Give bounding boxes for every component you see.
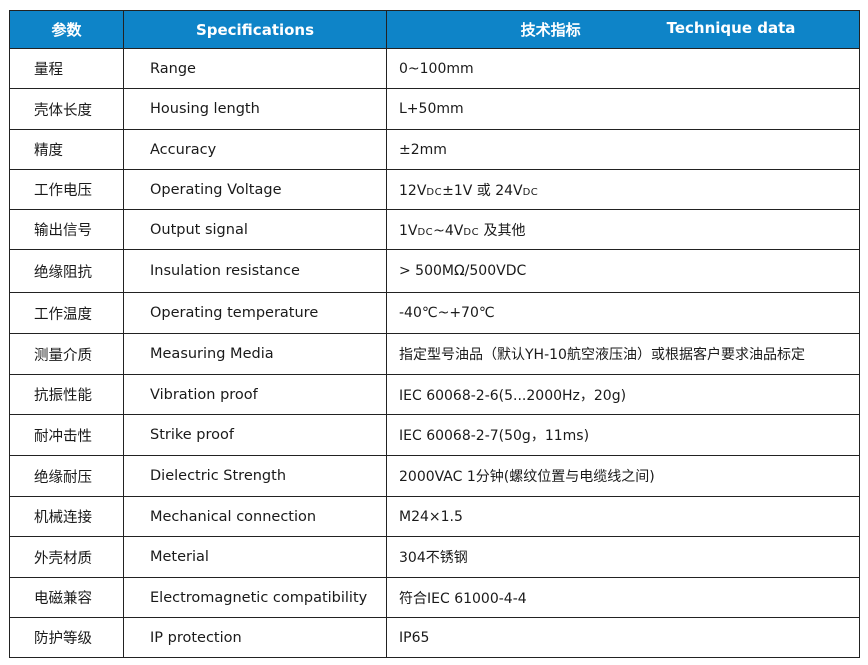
value-cell: 12VDC±1V 或 24VDC	[386, 169, 860, 210]
param-cn-cell: 外壳材质	[9, 536, 124, 578]
param-en-cell: Meterial	[123, 536, 387, 578]
param-en-cell: Strike proof	[123, 414, 387, 456]
header-specifications: Specifications	[123, 10, 387, 49]
param-en-cell: Accuracy	[123, 129, 387, 170]
value-cell: 2000VAC 1分钟(螺纹位置与电缆线之间)	[386, 455, 860, 497]
value-cell: 0~100mm	[386, 48, 860, 89]
table-row: 防护等级 IP protection IP65	[9, 617, 860, 658]
dc-subscript: DC	[463, 226, 480, 238]
param-en-cell: Mechanical connection	[123, 496, 387, 537]
value-cell: L+50mm	[386, 88, 860, 130]
param-en-cell: Insulation resistance	[123, 249, 387, 293]
table-row: 外壳材质 Meterial 304不锈钢	[9, 536, 860, 578]
table-row: 电磁兼容 Electromagnetic compatibility 符合IEC 6…	[9, 577, 860, 618]
value-cell: IEC 60068-2-6(5...2000Hz，20g)	[386, 374, 860, 415]
param-cn-cell: 输出信号	[9, 209, 124, 250]
param-cn-cell: 防护等级	[9, 617, 124, 658]
param-en-cell: Range	[123, 48, 387, 89]
param-cn-cell: 精度	[9, 129, 124, 170]
value-cell: > 500MΩ/500VDC	[386, 249, 860, 293]
param-en-cell: Vibration proof	[123, 374, 387, 415]
table-row: 耐冲击性 Strike proof IEC 60068-2-7(50g，11ms)	[9, 414, 860, 456]
header-technique-en: Technique data	[666, 19, 796, 37]
param-en-cell: Operating Voltage	[123, 169, 387, 210]
param-cn-cell: 量程	[9, 48, 124, 89]
param-en-cell: Electromagnetic compatibility	[123, 577, 387, 618]
param-cn-cell: 抗振性能	[9, 374, 124, 415]
table-header-row: 参数 Specifications 技术指标 Technique data	[9, 10, 860, 49]
specifications-table: 参数 Specifications 技术指标 Technique data 量程…	[9, 10, 860, 658]
param-cn-cell: 机械连接	[9, 496, 124, 537]
dc-subscript: DC	[417, 226, 434, 238]
table-row: 输出信号 Output signal 1VDC~4VDC 及其他	[9, 209, 860, 250]
value-cell: IP65	[386, 617, 860, 658]
value-cell: -40℃~+70℃	[386, 292, 860, 334]
param-en-cell: Operating temperature	[123, 292, 387, 334]
table-row: 抗振性能 Vibration proof IEC 60068-2-6(5...200…	[9, 374, 860, 415]
header-technique-cn: 技术指标	[520, 21, 581, 39]
table-row: 绝缘耐压 Dielectric Strength 2000VAC 1分钟(螺纹位置…	[9, 455, 860, 497]
table-row: 测量介质 Measuring Media 指定型号油品（默认YH-10航空液压油）或…	[9, 333, 860, 375]
param-cn-cell: 耐冲击性	[9, 414, 124, 456]
param-cn-cell: 壳体长度	[9, 88, 124, 130]
table-row: 精度 Accuracy ±2mm	[9, 129, 860, 170]
param-en-cell: Output signal	[123, 209, 387, 250]
param-cn-cell: 绝缘阻抗	[9, 249, 124, 293]
param-en-cell: Housing length	[123, 88, 387, 130]
param-en-cell: Dielectric Strength	[123, 455, 387, 497]
table-row: 量程 Range 0~100mm	[9, 48, 860, 89]
value-cell: IEC 60068-2-7(50g，11ms)	[386, 414, 860, 456]
table-row: 壳体长度 Housing length L+50mm	[9, 88, 860, 130]
table-row: 工作温度 Operating temperature -40℃~+70℃	[9, 292, 860, 334]
value-cell: 指定型号油品（默认YH-10航空液压油）或根据客户要求油品标定	[386, 333, 860, 375]
table-row: 绝缘阻抗 Insulation resistance > 500MΩ/500VDC	[9, 249, 860, 293]
value-cell: M24×1.5	[386, 496, 860, 537]
table-row: 机械连接 Mechanical connection M24×1.5	[9, 496, 860, 537]
header-technique-data: 技术指标 Technique data	[386, 10, 860, 49]
param-cn-cell: 测量介质	[9, 333, 124, 375]
param-cn-cell: 绝缘耐压	[9, 455, 124, 497]
param-en-cell: IP protection	[123, 617, 387, 658]
value-cell: 1VDC~4VDC 及其他	[386, 209, 860, 250]
value-cell: ±2mm	[386, 129, 860, 170]
param-cn-cell: 工作温度	[9, 292, 124, 334]
param-en-cell: Measuring Media	[123, 333, 387, 375]
table-row: 工作电压 Operating Voltage 12VDC±1V 或 24VDC	[9, 169, 860, 210]
value-cell: 符合IEC 61000-4-4	[386, 577, 860, 618]
param-cn-cell: 工作电压	[9, 169, 124, 210]
dc-subscript: DC	[426, 186, 443, 198]
param-cn-cell: 电磁兼容	[9, 577, 124, 618]
header-parameter: 参数	[9, 10, 124, 49]
dc-subscript: DC	[522, 186, 539, 198]
value-cell: 304不锈钢	[386, 536, 860, 578]
